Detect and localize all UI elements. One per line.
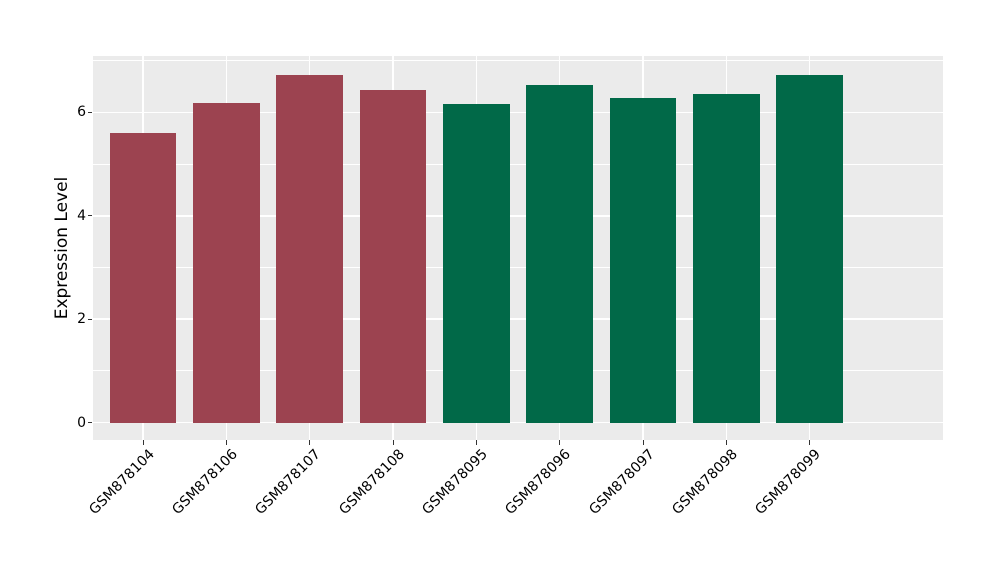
y-tick-label: 4	[77, 207, 86, 224]
gridline-major	[93, 421, 943, 424]
x-tick-mark	[559, 440, 561, 445]
bar-GSM878107	[276, 74, 343, 423]
bar-GSM878099	[776, 74, 843, 423]
gridline-major	[93, 215, 943, 217]
x-tick-label: GSM878095	[419, 446, 491, 518]
x-tick-mark	[309, 440, 311, 445]
x-tick-mark	[809, 440, 811, 445]
gridline-minor	[93, 266, 943, 268]
x-tick-label: GSM878096	[502, 446, 575, 518]
bar-GSM878108	[359, 90, 427, 423]
x-tick-label: GSM878099	[752, 446, 825, 518]
y-tick-label: 6	[77, 104, 86, 121]
x-tick-mark	[225, 440, 227, 445]
x-tick-mark	[142, 440, 144, 445]
x-tick-label: GSM878107	[252, 446, 325, 518]
x-tick-label: GSM878106	[169, 446, 241, 518]
y-tick-label: 2	[77, 311, 86, 328]
gridline-major	[93, 111, 943, 114]
y-tick-label: 0	[77, 414, 86, 431]
x-tick-mark	[475, 440, 477, 445]
plot-panel	[93, 56, 943, 440]
x-tick-label: GSM878108	[336, 446, 408, 518]
bar-GSM878096	[526, 85, 593, 423]
y-axis-title: Expression Level	[52, 176, 72, 320]
gridline-minor	[93, 163, 943, 165]
y-tick-mark	[88, 215, 92, 217]
gridline-minor	[93, 370, 943, 372]
x-tick-mark	[642, 440, 644, 445]
bar-GSM878104	[109, 132, 177, 423]
bar-GSM878097	[609, 98, 677, 423]
y-tick-mark	[88, 318, 92, 320]
y-tick-mark	[88, 111, 92, 113]
gridline-minor	[93, 60, 943, 62]
bar-GSM878106	[193, 102, 260, 423]
x-tick-label: GSM878104	[86, 446, 158, 518]
x-tick-label: GSM878097	[586, 446, 658, 518]
y-tick-mark	[88, 422, 92, 424]
gridline-major	[93, 318, 943, 320]
bar-GSM878095	[443, 103, 510, 423]
bar-GSM878098	[693, 93, 760, 423]
x-tick-label: GSM878098	[669, 446, 741, 518]
x-tick-mark	[392, 440, 394, 445]
x-tick-mark	[725, 440, 727, 445]
